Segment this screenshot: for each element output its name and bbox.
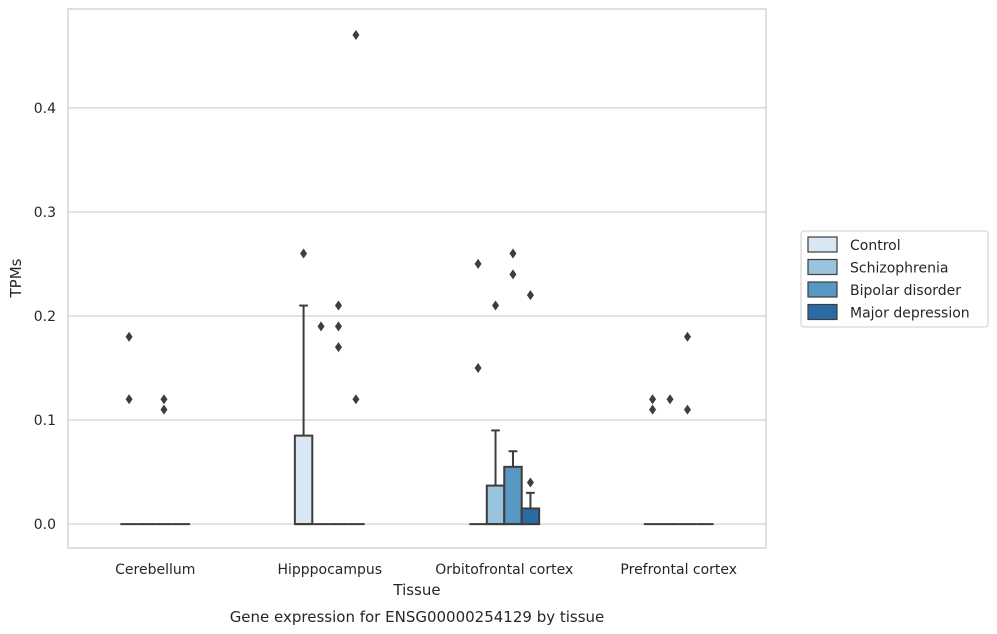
box-group — [347, 30, 365, 526]
box-group — [643, 394, 662, 526]
x-tick-label: Hipppocampus — [277, 562, 382, 578]
box-group — [520, 290, 541, 526]
box-group — [120, 331, 138, 526]
x-tick-label: Prefrontal cortex — [620, 562, 737, 578]
y-tick-label: 0.1 — [34, 413, 56, 429]
plot-frame — [67, 8, 767, 549]
outlier-point — [125, 331, 133, 342]
box — [503, 465, 523, 526]
outlier-point — [474, 258, 482, 269]
y-tick-label: 0.4 — [34, 101, 56, 117]
outlier-point — [160, 404, 168, 415]
outlier-point — [666, 394, 674, 405]
plot-background — [68, 9, 766, 548]
box-group — [485, 300, 506, 526]
legend-swatch — [807, 258, 838, 276]
outlier-point — [160, 394, 168, 405]
box — [520, 507, 541, 526]
legend-swatch — [807, 303, 838, 321]
box-group — [678, 331, 697, 526]
legend-label: Bipolar disorder — [850, 283, 961, 299]
box — [293, 434, 314, 526]
outlier-point — [683, 331, 691, 342]
box-group — [155, 394, 173, 526]
outlier-point — [334, 342, 342, 353]
box-group — [312, 321, 330, 526]
chart-caption: Gene expression for ENSG00000254129 by t… — [230, 608, 605, 626]
legend-label: Control — [850, 238, 901, 254]
box — [485, 484, 506, 526]
box-group — [503, 248, 523, 526]
x-tick-label: Orbitofrontal cortex — [435, 562, 573, 578]
y-tick-label: 0.3 — [34, 205, 56, 221]
outlier-point — [683, 404, 691, 415]
y-axis-label: TPMs — [7, 258, 25, 298]
outlier-point — [317, 321, 325, 332]
outlier-point — [300, 248, 308, 259]
x-tick-labels: Cerebellum Hipppocampus Orbitofrontal cort… — [115, 562, 737, 578]
y-tick-label: 0.0 — [34, 517, 56, 533]
legend-swatch — [807, 281, 838, 298]
outlier-point — [649, 394, 657, 405]
y-tick-label: 0.2 — [34, 309, 56, 325]
box-group — [661, 394, 679, 526]
outlier-point — [352, 394, 360, 405]
x-axis-label: Tissue — [392, 581, 440, 599]
y-tick-labels: 0.0 0.1 0.2 0.3 0.4 — [34, 101, 56, 533]
x-tick-label: Cerebellum — [115, 562, 195, 578]
outlier-point — [474, 362, 482, 373]
legend: Control Schizophrenia Bipolar disorder Majo… — [800, 230, 989, 328]
legend-label: Major depression — [850, 306, 970, 322]
box-group — [469, 258, 487, 526]
outlier-point — [125, 394, 133, 405]
outlier-point — [334, 321, 342, 332]
outlier-point — [526, 477, 534, 488]
box-group — [329, 300, 348, 526]
legend-swatch — [807, 236, 838, 253]
outlier-point — [509, 248, 517, 259]
outlier-point — [526, 290, 534, 301]
box-plots — [120, 30, 714, 526]
box-group — [293, 248, 314, 526]
outlier-point — [649, 404, 657, 415]
outlier-point — [509, 269, 517, 280]
legend-frame — [800, 230, 989, 328]
outlier-point — [352, 30, 360, 41]
legend-label: Schizophrenia — [850, 261, 948, 277]
outlier-point — [492, 300, 500, 311]
outlier-point — [334, 300, 342, 311]
